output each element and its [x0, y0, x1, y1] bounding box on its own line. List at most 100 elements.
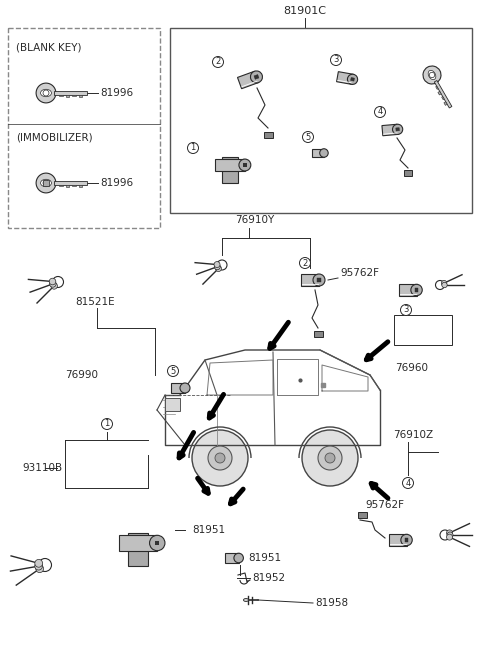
Circle shape: [393, 124, 403, 135]
Circle shape: [239, 159, 251, 171]
Circle shape: [429, 72, 435, 78]
Ellipse shape: [428, 70, 436, 79]
Bar: [301, 274, 319, 286]
Circle shape: [35, 562, 43, 570]
Circle shape: [348, 74, 358, 85]
Circle shape: [442, 281, 447, 286]
Text: 1: 1: [104, 420, 109, 428]
Bar: [405, 538, 408, 542]
Bar: [442, 97, 444, 100]
Circle shape: [36, 565, 44, 573]
Bar: [79, 185, 82, 187]
Bar: [404, 170, 412, 176]
Bar: [350, 78, 354, 81]
Bar: [444, 102, 447, 105]
Text: 5: 5: [305, 133, 311, 141]
Text: 81951: 81951: [192, 525, 225, 535]
Bar: [119, 535, 157, 551]
Circle shape: [313, 274, 325, 286]
Bar: [254, 74, 259, 79]
Text: 95762F: 95762F: [340, 268, 379, 278]
Bar: [54, 91, 87, 95]
Bar: [225, 553, 239, 563]
Text: 4: 4: [406, 478, 410, 487]
Bar: [171, 383, 185, 393]
Text: 2: 2: [216, 58, 221, 66]
Bar: [312, 148, 324, 157]
Bar: [43, 179, 49, 187]
Text: 81952: 81952: [252, 573, 285, 583]
Bar: [264, 132, 273, 138]
Bar: [128, 533, 148, 566]
Circle shape: [150, 535, 165, 551]
Bar: [72, 95, 76, 96]
Circle shape: [325, 453, 335, 463]
Circle shape: [446, 534, 453, 540]
Text: 81901C: 81901C: [284, 6, 326, 16]
Circle shape: [216, 265, 221, 271]
Circle shape: [251, 71, 263, 83]
Bar: [66, 95, 69, 97]
Bar: [170, 28, 472, 213]
Ellipse shape: [40, 179, 51, 187]
Circle shape: [411, 284, 422, 296]
Bar: [415, 288, 419, 292]
Circle shape: [208, 446, 232, 470]
Circle shape: [446, 530, 453, 536]
Bar: [436, 86, 438, 89]
Circle shape: [168, 365, 179, 376]
Circle shape: [49, 281, 56, 287]
Bar: [222, 157, 238, 183]
Circle shape: [188, 143, 199, 154]
Circle shape: [215, 453, 225, 463]
Circle shape: [36, 173, 56, 193]
Bar: [8, 28, 160, 228]
Bar: [394, 315, 452, 345]
Circle shape: [442, 283, 447, 288]
Bar: [59, 95, 62, 96]
Circle shape: [331, 55, 341, 66]
Text: 1: 1: [191, 143, 196, 152]
Circle shape: [234, 553, 243, 563]
Circle shape: [49, 278, 56, 285]
Text: 3: 3: [403, 306, 408, 315]
Text: 2: 2: [302, 258, 308, 267]
Bar: [434, 81, 452, 108]
Circle shape: [403, 478, 413, 489]
Circle shape: [192, 430, 248, 486]
Circle shape: [35, 559, 43, 567]
Bar: [389, 534, 407, 546]
Circle shape: [214, 261, 220, 267]
Circle shape: [43, 90, 49, 96]
Bar: [59, 185, 62, 186]
Bar: [438, 91, 441, 95]
Circle shape: [214, 263, 220, 270]
Text: 81951: 81951: [248, 553, 281, 563]
Bar: [243, 163, 247, 167]
Circle shape: [180, 383, 190, 393]
Text: 93110B: 93110B: [22, 463, 62, 473]
Bar: [358, 512, 367, 518]
Text: 3: 3: [333, 55, 339, 64]
Text: 81996: 81996: [100, 88, 133, 98]
Circle shape: [401, 534, 412, 546]
Text: 81996: 81996: [100, 178, 133, 188]
Circle shape: [43, 180, 49, 186]
Bar: [215, 159, 245, 171]
Circle shape: [423, 66, 441, 84]
Text: 76910Z: 76910Z: [393, 430, 433, 440]
Text: 4: 4: [377, 108, 383, 116]
Text: (BLANK KEY): (BLANK KEY): [16, 42, 82, 52]
Circle shape: [51, 283, 58, 289]
Circle shape: [320, 148, 328, 157]
Text: 95762F: 95762F: [365, 500, 404, 510]
Text: 81958: 81958: [315, 598, 348, 608]
Bar: [66, 185, 69, 187]
Circle shape: [318, 446, 342, 470]
Ellipse shape: [243, 599, 249, 602]
Text: (IMMOBILIZER): (IMMOBILIZER): [16, 133, 93, 143]
Bar: [238, 71, 259, 89]
Bar: [313, 331, 323, 337]
Circle shape: [300, 258, 311, 269]
Circle shape: [213, 57, 224, 68]
